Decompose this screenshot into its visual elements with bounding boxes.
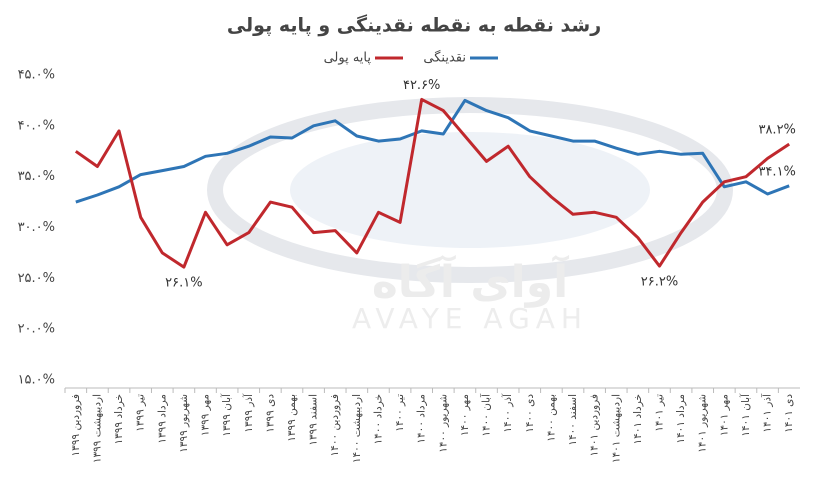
data-label: ۳۸.۲% <box>758 123 795 138</box>
x-tick-label: مهر ۱۴۰۱ <box>718 394 730 436</box>
chart-title: رشد نقطه به نقطه نقدینگی و پایه پولی <box>227 14 601 37</box>
legend-label: نقدینگی <box>423 50 466 66</box>
x-tick-label: شهریور ۱۴۰۰ <box>437 394 449 453</box>
y-tick-label: ۱۵.۰% <box>18 373 55 388</box>
x-tick-label: شهریور ۱۳۹۹ <box>178 394 190 453</box>
x-tick-label: آبان ۱۴۰۰ <box>480 393 493 437</box>
x-tick-label: فروردین ۱۴۰۱ <box>589 394 601 456</box>
x-tick-label: آذر ۱۳۹۹ <box>242 393 255 433</box>
legend-label: پایه پولی <box>324 51 372 66</box>
x-tick-label: خرداد ۱۳۹۹ <box>113 394 125 444</box>
x-tick-label: اردیبهشت ۱۳۹۹ <box>91 394 103 463</box>
x-tick-label: مرداد ۱۳۹۹ <box>156 394 168 444</box>
x-tick-label: خرداد ۱۴۰۱ <box>632 394 644 444</box>
series-line <box>75 98 790 204</box>
x-tick-label: آبان ۱۳۹۹ <box>220 393 233 437</box>
x-tick-label: دی ۱۴۰۰ <box>524 394 536 433</box>
watermark: آوای آگاه <box>372 254 569 308</box>
data-label: ۳۴.۱% <box>758 164 795 179</box>
x-tick-label: مهر ۱۴۰۰ <box>459 394 471 436</box>
x-tick-label: تیر ۱۴۰۰ <box>394 394 406 432</box>
x-tick-label: شهریور ۱۴۰۱ <box>697 394 709 453</box>
x-tick-label: بهمن ۱۴۰۰ <box>545 394 557 442</box>
y-tick-label: ۳۵.۰% <box>18 169 55 184</box>
x-tick-label: فروردین ۱۴۰۰ <box>329 394 341 456</box>
x-tick-label: دی ۱۴۰۱ <box>783 394 795 433</box>
data-label: ۲۶.۲% <box>641 275 678 290</box>
y-tick-label: ۲۰.۰% <box>18 322 55 337</box>
x-tick-label: اسفند ۱۴۰۰ <box>567 394 579 446</box>
x-tick-label: اردیبهشت ۱۴۰۱ <box>610 394 622 463</box>
watermark: AVAYE AGAH <box>352 302 588 335</box>
y-tick-label: ۳۰.۰% <box>18 220 55 235</box>
data-label: ۲۶.۱% <box>165 276 202 291</box>
x-tick-label: دی ۱۳۹۹ <box>264 394 276 433</box>
y-tick-label: ۴۵.۰% <box>18 68 55 83</box>
series-line <box>74 97 791 269</box>
watermark-disc <box>290 132 650 248</box>
data-label: ۴۲.۶% <box>403 78 440 93</box>
x-tick-label: آذر ۱۴۰۰ <box>501 393 514 433</box>
x-tick-label: مرداد ۱۴۰۱ <box>675 394 687 444</box>
x-tick-label: اسفند ۱۳۹۹ <box>308 394 320 446</box>
x-tick-label: تیر ۱۳۹۹ <box>135 394 147 432</box>
x-tick-label: تیر ۱۴۰۱ <box>653 394 665 432</box>
y-tick-label: ۲۵.۰% <box>18 271 55 286</box>
x-tick-label: اردیبهشت ۱۴۰۰ <box>351 394 363 463</box>
x-tick-label: آذر ۱۴۰۱ <box>761 393 774 433</box>
x-tick-label: بهمن ۱۳۹۹ <box>286 394 298 442</box>
x-tick-label: مهر ۱۳۹۹ <box>200 394 212 436</box>
x-tick-label: مرداد ۱۴۰۰ <box>416 394 428 444</box>
x-tick-label: آبان ۱۴۰۱ <box>739 393 752 437</box>
x-tick-label: خرداد ۱۴۰۰ <box>372 394 384 444</box>
x-tick-label: فروردین ۱۳۹۹ <box>70 394 82 456</box>
watermark-ring <box>207 97 733 283</box>
y-tick-label: ۴۰.۰% <box>18 118 55 133</box>
